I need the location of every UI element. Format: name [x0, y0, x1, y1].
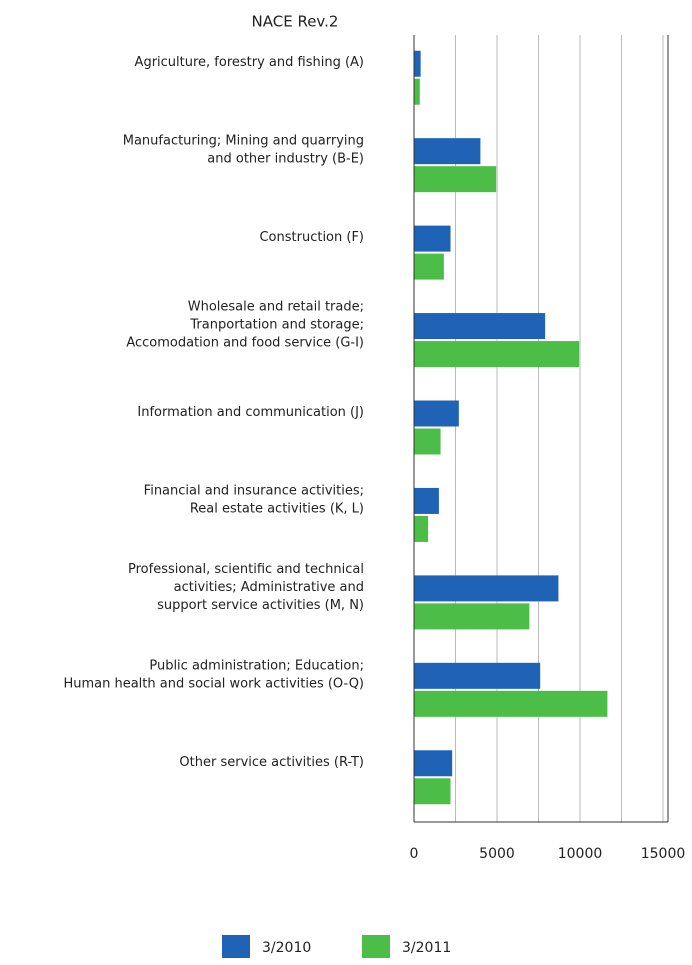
bar	[414, 313, 546, 340]
bar	[414, 50, 421, 77]
y-tick-label: Accomodation and food service (G-I)	[126, 336, 364, 351]
bar	[414, 575, 559, 602]
bar	[414, 690, 608, 717]
y-tick-label: Real estate activities (K, L)	[190, 501, 364, 516]
bar	[414, 662, 541, 689]
y-tick-label: Manufacturing; Mining and quarrying	[123, 134, 364, 149]
legend-swatch	[362, 935, 390, 958]
bar	[414, 400, 459, 427]
y-tick-label: Human health and social work activities …	[63, 676, 364, 691]
x-tick-label: 10000	[558, 846, 603, 862]
bar	[414, 750, 453, 777]
bar	[414, 778, 451, 805]
y-tick-label: activities; Administrative and	[174, 580, 364, 595]
y-tick-label: support service activities (M, N)	[157, 598, 364, 613]
bar	[414, 487, 439, 514]
bar	[414, 253, 444, 280]
y-tick-label: and other industry (B-E)	[207, 152, 364, 167]
chart-title: NACE Rev.2	[252, 13, 339, 31]
y-tick-label: Financial and insurance activities;	[144, 483, 364, 498]
legend-label: 3/2010	[262, 940, 311, 956]
bar	[414, 225, 451, 252]
bar	[414, 166, 497, 193]
x-tick-label: 15000	[641, 846, 686, 862]
bar	[414, 341, 580, 368]
bar	[414, 78, 420, 105]
x-tick-label: 5000	[479, 846, 515, 862]
bar	[414, 515, 429, 542]
y-tick-label: Construction (F)	[259, 230, 364, 245]
y-tick-label: Professional, scientific and technical	[128, 562, 364, 577]
y-tick-label: Wholesale and retail trade;	[188, 300, 364, 315]
y-tick-label: Public administration; Education;	[149, 658, 364, 673]
bar	[414, 428, 441, 455]
legend-swatch	[222, 935, 250, 958]
x-tick-label: 0	[410, 846, 419, 862]
bar	[414, 138, 481, 165]
legend-label: 3/2011	[402, 940, 451, 956]
y-tick-label: Information and communication (J)	[137, 405, 364, 420]
bar	[414, 603, 530, 630]
y-tick-label: Other service activities (R-T)	[179, 755, 364, 770]
y-tick-label: Tranportation and storage;	[189, 318, 364, 333]
y-tick-label: Agriculture, forestry and fishing (A)	[135, 55, 364, 70]
